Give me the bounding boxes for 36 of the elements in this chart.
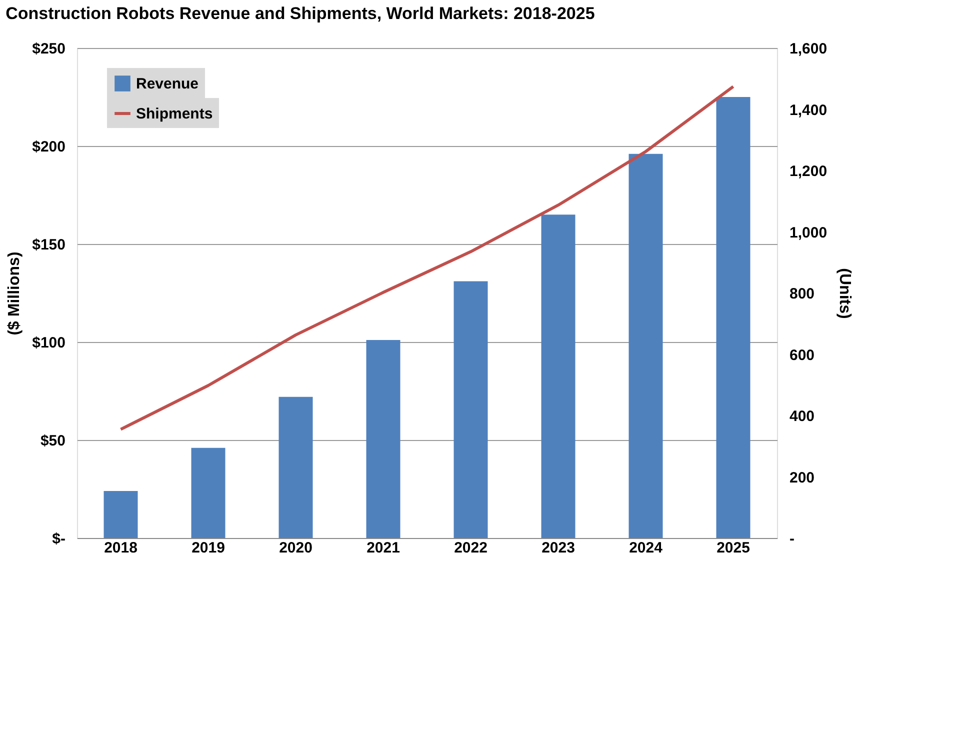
legend-label: Shipments bbox=[136, 106, 213, 122]
x-tick-label: 2021 bbox=[366, 540, 400, 556]
x-tick-label: 2020 bbox=[279, 540, 312, 556]
y2-tick-label: 200 bbox=[790, 469, 815, 486]
bar bbox=[191, 448, 226, 538]
y2-tick-label: - bbox=[790, 530, 794, 548]
chart-title: Construction Robots Revenue and Shipments, World Markets: 2018-2025 bbox=[6, 4, 595, 23]
y2-tick-label: 1,000 bbox=[790, 224, 828, 242]
x-tick-label: 2023 bbox=[542, 540, 575, 556]
y2-tick-label: 400 bbox=[790, 408, 815, 425]
y-tick-label: $200 bbox=[32, 138, 66, 156]
bar bbox=[628, 154, 663, 538]
bar bbox=[278, 396, 313, 538]
bar bbox=[716, 97, 750, 538]
y-tick-label: $150 bbox=[32, 236, 66, 254]
x-tick-label: 2018 bbox=[104, 540, 138, 556]
y-tick-label: $- bbox=[52, 530, 66, 548]
y2-tick-label: 800 bbox=[790, 286, 815, 302]
bar bbox=[366, 340, 400, 538]
x-tick-label: 2022 bbox=[454, 540, 488, 556]
legend-label: Revenue bbox=[136, 76, 199, 92]
bar bbox=[454, 281, 488, 538]
y-tick-label: $100 bbox=[32, 334, 66, 352]
bar bbox=[541, 214, 576, 538]
y2-tick-label: 1,600 bbox=[790, 40, 828, 58]
y2-tick-label: 1,400 bbox=[790, 102, 828, 119]
y-axis-title: ($ Millions) bbox=[6, 252, 24, 336]
x-tick-label: 2024 bbox=[629, 540, 664, 556]
y2-tick-label: 1,200 bbox=[790, 163, 828, 180]
bar bbox=[104, 490, 138, 538]
y2-axis-title: (Units) bbox=[836, 268, 854, 319]
y-tick-label: $50 bbox=[40, 432, 66, 450]
y-tick-label: $250 bbox=[32, 40, 66, 58]
x-tick-label: 2019 bbox=[192, 540, 225, 556]
x-tick-label: 2025 bbox=[716, 540, 750, 556]
y2-tick-label: 600 bbox=[790, 346, 815, 364]
